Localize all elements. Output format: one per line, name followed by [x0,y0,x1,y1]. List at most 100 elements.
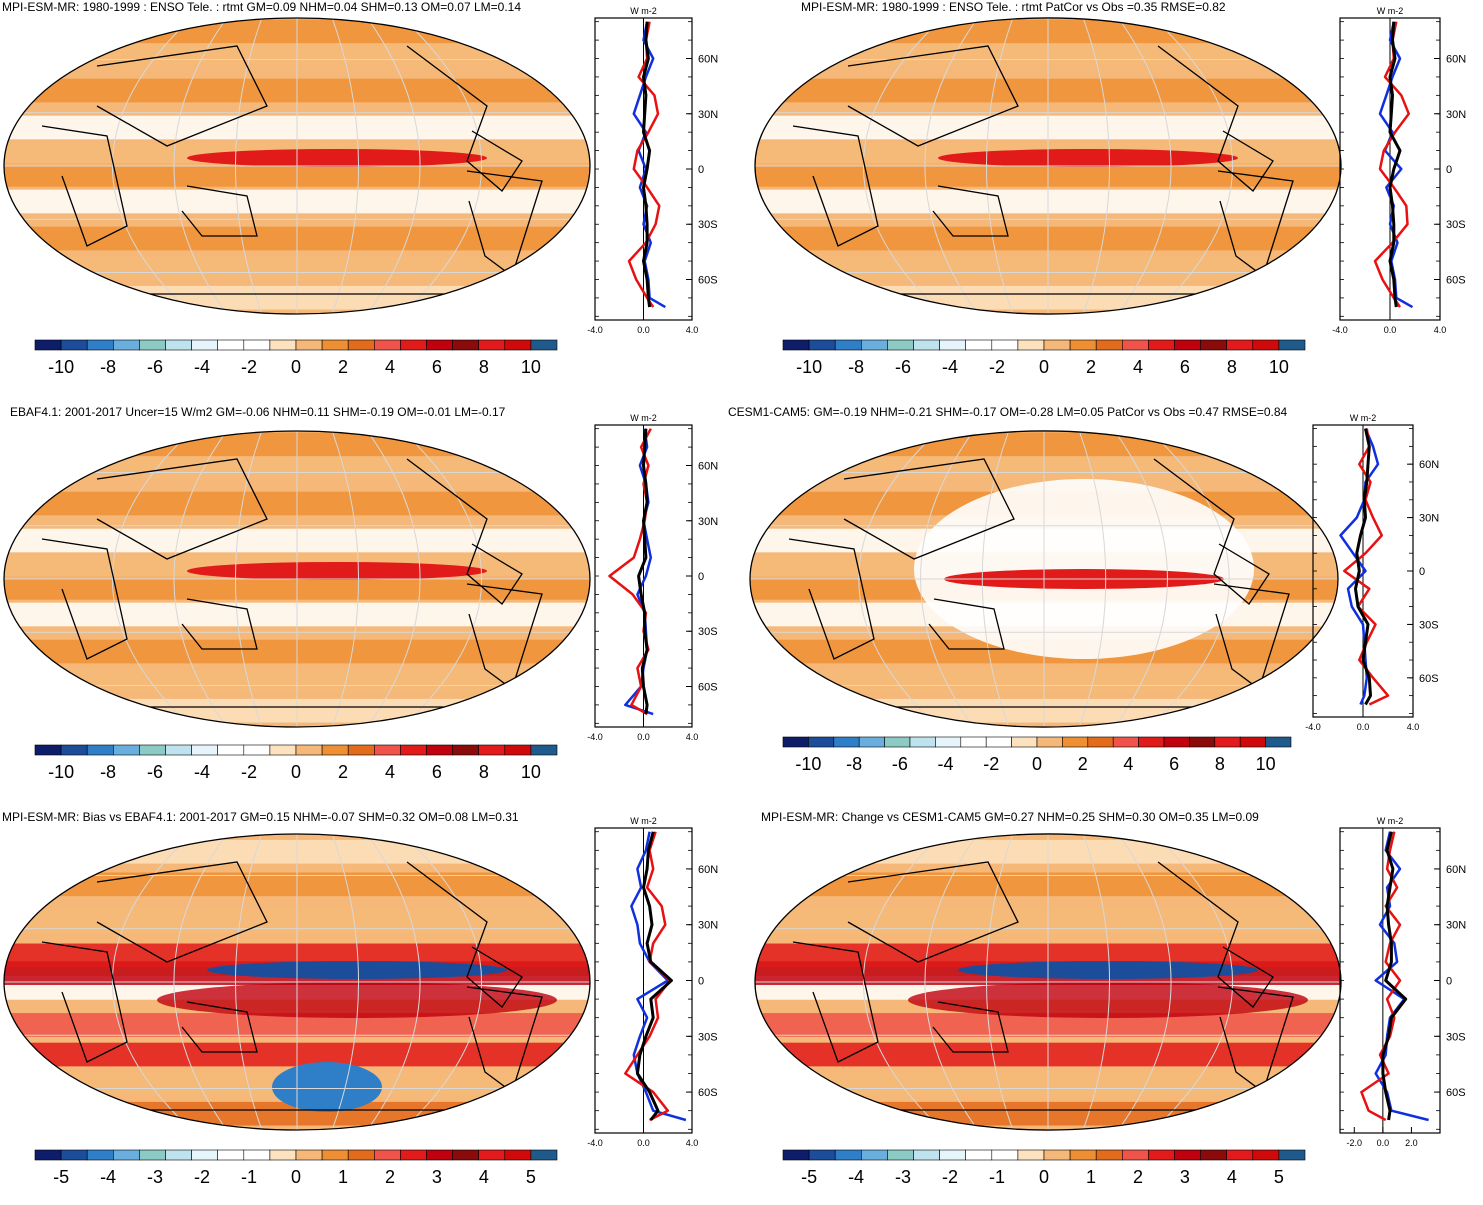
profile-x-label: 0.0 [637,732,650,742]
graticule-line [366,18,421,314]
profile-series-black [1388,21,1402,308]
colorbar-swatch [1148,1149,1175,1161]
colorbar-tick-label: 4 [1133,357,1143,377]
map-field [755,17,1341,315]
profile-x-label: 0.0 [1384,325,1397,335]
colorbar-tick-label: 10 [521,357,541,377]
profile-x-label: 0.0 [637,325,650,335]
map-outline [754,17,1342,315]
colorbar-swatch [1226,1149,1254,1161]
colorbar-tick-label: -4 [848,1167,864,1187]
profile-lat-label: 60N [698,54,718,66]
coastline [792,941,879,1063]
map-feature [187,149,487,167]
profile-x-label: 0.0 [637,1138,650,1148]
colorbar-tick-label: -5 [53,1167,69,1187]
coastline [41,125,128,247]
colorbar-swatch [269,339,297,351]
colorbar-tick-label: -8 [100,762,116,782]
colorbar-swatch [1252,1149,1280,1161]
map-field [4,834,590,1130]
colorbar-swatch [373,339,401,351]
graticule-line [924,17,979,315]
colorbar-swatch [34,1149,62,1161]
colorbar-tick-label: -10 [795,754,821,774]
profile-x-label: 4.0 [686,732,699,742]
profile-lat-label: 60S [1446,274,1466,286]
coastline [41,538,128,660]
profile-x-label: -4.0 [587,1138,603,1148]
colorbar-swatch [833,736,860,748]
coastline [792,125,879,247]
colorbar-swatch [504,744,532,756]
colorbar-tick-label: 2 [338,762,348,782]
panel-figure: -10 -8 -6 -4 -2 0 2 4 6 8 10 60N 30N 0 30S 60S -4.0 0.0 4.… [3,413,718,782]
colorbar-swatch [165,339,192,351]
colorbar-tick-label: 4 [385,357,395,377]
colorbar-tick-label: 0 [1039,357,1049,377]
profile-series-black [1354,428,1372,706]
panel-figure: -10 -8 -6 -4 -2 0 2 4 6 8 10 60N 30N 0 30S 60S -4.0 0.0 4.… [754,6,1466,377]
colorbar-swatch [295,744,323,756]
profile-unit-label: W m-2 [630,816,657,826]
panel-6: MPI-ESM-MR: Change vs CESM1-CAM5 GM=0.27… [743,810,1483,1205]
colorbar-tick-label: 0 [1039,1167,1049,1187]
graticule-line [1117,17,1172,315]
colorbar-swatch [86,744,114,756]
colorbar-tick-label: -2 [241,357,257,377]
panel-title: MPI-ESM-MR: Bias vs EBAF4.1: 2001-2017 G… [2,810,519,824]
colorbar-swatch [347,1149,375,1161]
colorbar-swatch [321,744,349,756]
colorbar-swatch [426,339,453,351]
colorbar-swatch [1121,339,1149,351]
colorbar-tick-label: -6 [147,357,163,377]
colorbar-tick-label: 5 [1274,1167,1284,1187]
colorbar-swatch [60,1149,88,1161]
map-outline [3,430,591,728]
profile-lat-label: 0 [1446,976,1452,988]
colorbar-tick-label: 8 [479,762,489,782]
colorbar-swatch [60,744,88,756]
colorbar-swatch [834,339,862,351]
colorbar-swatch [1226,339,1254,351]
colorbar-tick-label: 3 [432,1167,442,1187]
colorbar-tick-label: -4 [194,762,210,782]
colorbar-tick-label: -2 [983,754,999,774]
map-field [755,833,1341,1131]
colorbar-swatch [113,744,140,756]
colorbar-swatch [1252,339,1280,351]
profile-lat-label: 30N [1446,109,1466,121]
colorbar-swatch [243,339,271,351]
colorbar-tick-label: 4 [385,762,395,782]
coastline [41,941,128,1063]
colorbar-tick-label: 2 [1133,1167,1143,1187]
colorbar-swatch [1214,736,1241,748]
graticule-line [234,18,263,314]
profile-lat-label: 30N [1446,920,1466,932]
profile-lat-label: 30N [698,920,718,932]
profile-x-label: 0.0 [1357,722,1370,732]
graticule-line [1153,833,1234,1131]
colorbar-swatch [1200,339,1228,351]
colorbar-swatch [1265,736,1292,748]
profile-series-black [635,831,673,1121]
colorbar-swatch [1095,339,1123,351]
colorbar-swatch [939,1149,967,1161]
profile-lat-label: 30S [698,626,718,638]
map-feature [908,982,1308,1018]
colorbar-tick-label: 0 [291,762,301,782]
colorbar-swatch [217,744,245,756]
colorbar-swatch [861,339,888,351]
colorbar-tick-label: 2 [1086,357,1096,377]
colorbar-swatch [1174,339,1201,351]
colorbar-tick-label: -6 [147,762,163,782]
colorbar-swatch [913,1149,940,1161]
colorbar-swatch [1017,1149,1045,1161]
profile-x-label: 4.0 [1434,325,1447,335]
graticule-line [1082,833,1111,1131]
coastline [1157,45,1274,192]
zonal-profile: 60N 30N 0 30S 60S -2.0 0.0 2.0 W m-2 [1339,816,1466,1148]
colorbar-swatch [243,744,271,756]
profile-lat-label: 30S [1419,619,1439,631]
profile-series-red [1373,21,1411,308]
